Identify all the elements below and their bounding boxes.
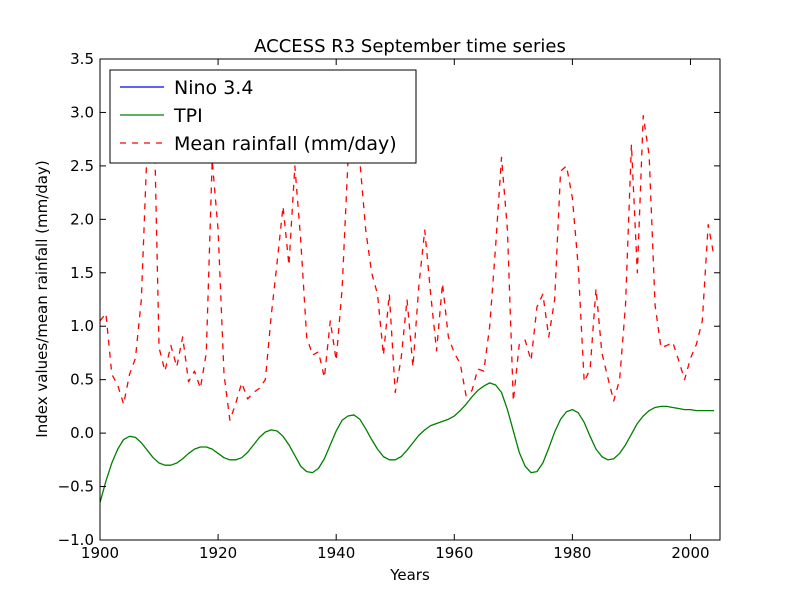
- y-tick-label: 2.5: [70, 157, 94, 175]
- y-tick-label: 0.0: [70, 424, 94, 442]
- series-line-mean-rainfall-mm-day: [100, 69, 715, 421]
- y-tick-label: −1.0: [58, 531, 94, 549]
- axis-ticks: 1900 1920 1940 1960 1980 2000 −1.0 −0.5 0.0 0.5 1.…: [58, 50, 721, 562]
- x-tick-label: 2000: [671, 544, 709, 562]
- y-tick-label: 1.5: [70, 264, 94, 282]
- plot-area: [100, 69, 715, 503]
- y-tick-label: 3.0: [70, 103, 94, 121]
- x-tick-label: 1960: [435, 544, 473, 562]
- y-tick-label: 2.0: [70, 210, 94, 228]
- y-tick-label: −0.5: [58, 478, 94, 496]
- y-tick-label: 3.5: [70, 50, 94, 68]
- legend-label: TPI: [173, 105, 203, 127]
- legend-label: Mean rainfall (mm/day): [174, 133, 397, 155]
- axes-frame: [99, 58, 721, 541]
- legend: Nino 3.4 TPI Mean rainfall (mm/day): [109, 69, 417, 164]
- x-tick-label: 1940: [317, 544, 355, 562]
- series-line-tpi: [100, 382, 715, 503]
- x-tick-label: 1980: [553, 544, 591, 562]
- x-tick-label: 1920: [199, 544, 237, 562]
- y-tick-label: 0.5: [70, 371, 94, 389]
- x-axis-label: Years: [389, 566, 430, 584]
- series-lines: [100, 69, 715, 503]
- legend-label: Nino 3.4: [174, 77, 253, 99]
- chart-title: ACCESS R3 September time series: [254, 36, 566, 57]
- x-tick-label: 1900: [81, 544, 119, 562]
- legend-box: [109, 69, 417, 164]
- y-tick-label: 1.0: [70, 317, 94, 335]
- y-axis-label: Index values/mean rainfall (mm/day): [33, 160, 51, 437]
